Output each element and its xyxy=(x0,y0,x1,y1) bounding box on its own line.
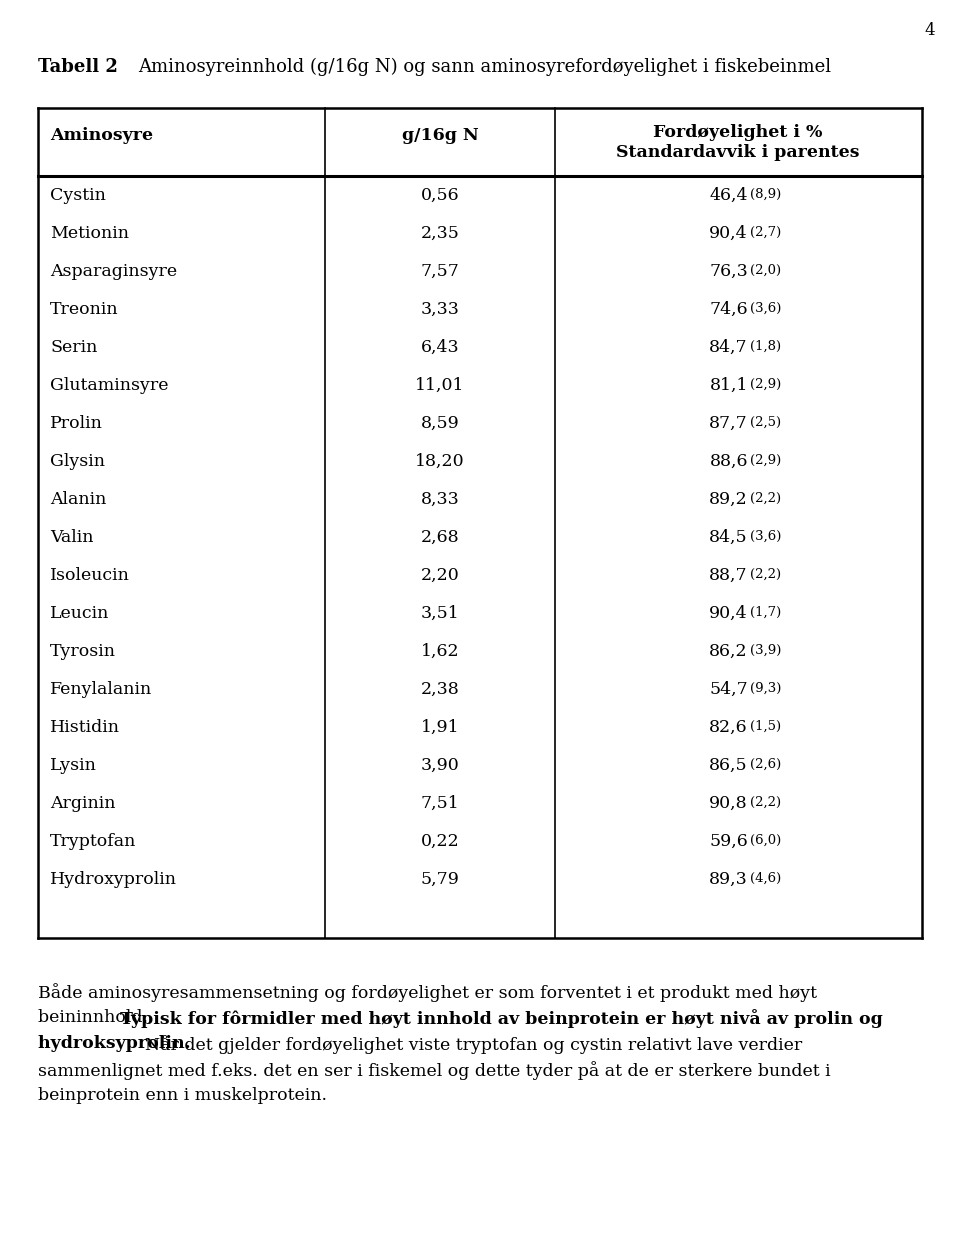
Text: 87,7: 87,7 xyxy=(709,414,748,432)
Text: 89,2: 89,2 xyxy=(709,490,748,508)
Text: 7,57: 7,57 xyxy=(420,262,460,280)
Text: Glysin: Glysin xyxy=(50,453,105,469)
Text: Serin: Serin xyxy=(50,338,97,356)
Text: 5,79: 5,79 xyxy=(420,871,460,887)
Text: (1,8): (1,8) xyxy=(750,340,781,352)
Text: (2,2): (2,2) xyxy=(750,491,781,505)
Text: 2,38: 2,38 xyxy=(420,680,460,698)
Text: (3,6): (3,6) xyxy=(750,530,781,542)
Text: 88,6: 88,6 xyxy=(709,453,748,469)
Text: 86,2: 86,2 xyxy=(709,642,748,659)
Text: Både aminosyresammensetning og fordøyelighet er som forventet i et produkt med h: Både aminosyresammensetning og fordøyeli… xyxy=(38,983,817,1001)
Text: Typisk for fôrmidler med høyt innhold av beinprotein er høyt nivå av prolin og: Typisk for fôrmidler med høyt innhold av… xyxy=(120,1009,883,1028)
Text: beininnhold.: beininnhold. xyxy=(38,1009,154,1026)
Text: 90,8: 90,8 xyxy=(709,795,748,811)
Text: Histidin: Histidin xyxy=(50,719,120,735)
Text: 3,33: 3,33 xyxy=(420,301,460,317)
Text: (8,9): (8,9) xyxy=(750,188,781,200)
Text: 90,4: 90,4 xyxy=(709,605,748,622)
Text: g/16g N: g/16g N xyxy=(401,127,478,144)
Text: (6,0): (6,0) xyxy=(750,833,781,846)
Text: Tabell 2: Tabell 2 xyxy=(38,58,118,76)
Text: Aminosyre: Aminosyre xyxy=(50,127,154,144)
Text: Treonin: Treonin xyxy=(50,301,119,317)
Text: 0,22: 0,22 xyxy=(420,832,460,850)
Text: sammenlignet med f.eks. det en ser i fiskemel og dette tyder på at de er sterker: sammenlignet med f.eks. det en ser i fis… xyxy=(38,1061,830,1080)
Text: 3,90: 3,90 xyxy=(420,756,460,774)
Text: 8,33: 8,33 xyxy=(420,490,460,508)
Text: 2,35: 2,35 xyxy=(420,224,460,241)
Text: Leucin: Leucin xyxy=(50,605,109,622)
Text: Lysin: Lysin xyxy=(50,756,97,774)
Text: 59,6: 59,6 xyxy=(709,832,748,850)
Text: 54,7: 54,7 xyxy=(709,680,748,698)
Text: 2,20: 2,20 xyxy=(420,566,460,583)
Text: 11,01: 11,01 xyxy=(416,377,465,393)
Text: beinprotein enn i muskelprotein.: beinprotein enn i muskelprotein. xyxy=(38,1087,327,1103)
Text: (2,9): (2,9) xyxy=(750,377,781,391)
Text: (2,7): (2,7) xyxy=(750,225,781,239)
Text: 89,3: 89,3 xyxy=(709,871,748,887)
Text: (2,5): (2,5) xyxy=(750,415,781,428)
Text: 8,59: 8,59 xyxy=(420,414,460,432)
Text: hydroksyprolin.: hydroksyprolin. xyxy=(38,1035,197,1052)
Text: (2,6): (2,6) xyxy=(750,758,781,770)
Text: (2,2): (2,2) xyxy=(750,795,781,809)
Text: 1,91: 1,91 xyxy=(420,719,459,735)
Text: 1,62: 1,62 xyxy=(420,642,459,659)
Text: 84,7: 84,7 xyxy=(709,338,748,356)
Text: (1,7): (1,7) xyxy=(750,606,781,618)
Text: (9,3): (9,3) xyxy=(750,682,781,694)
Text: 0,56: 0,56 xyxy=(420,187,459,204)
Text: Standardavvik i parentes: Standardavvik i parentes xyxy=(616,144,860,160)
Text: 2,68: 2,68 xyxy=(420,529,459,546)
Text: 4: 4 xyxy=(924,22,935,39)
Text: Tryptofan: Tryptofan xyxy=(50,832,136,850)
Text: Arginin: Arginin xyxy=(50,795,115,811)
Text: Hydroxyprolin: Hydroxyprolin xyxy=(50,871,177,887)
Text: Fordøyelighet i %: Fordøyelighet i % xyxy=(654,124,823,141)
Text: 90,4: 90,4 xyxy=(709,224,748,241)
Text: (1,5): (1,5) xyxy=(750,719,781,733)
Text: 46,4: 46,4 xyxy=(709,187,748,204)
Text: Alanin: Alanin xyxy=(50,490,107,508)
Text: (2,9): (2,9) xyxy=(750,454,781,466)
Text: 84,5: 84,5 xyxy=(709,529,748,546)
Text: 76,3: 76,3 xyxy=(709,262,748,280)
Text: 6,43: 6,43 xyxy=(420,338,459,356)
Text: 18,20: 18,20 xyxy=(415,453,465,469)
Text: 88,7: 88,7 xyxy=(709,566,748,583)
Text: (3,6): (3,6) xyxy=(750,301,781,315)
Text: Cystin: Cystin xyxy=(50,187,106,204)
Text: Når det gjelder fordøyelighet viste tryptofan og cystin relativt lave verdier: Når det gjelder fordøyelighet viste tryp… xyxy=(145,1035,803,1054)
Text: Asparaginsyre: Asparaginsyre xyxy=(50,262,178,280)
Text: Isoleucin: Isoleucin xyxy=(50,566,130,583)
Text: Glutaminsyre: Glutaminsyre xyxy=(50,377,169,393)
Text: Fenylalanin: Fenylalanin xyxy=(50,680,153,698)
Text: Prolin: Prolin xyxy=(50,414,103,432)
Text: 3,51: 3,51 xyxy=(420,605,460,622)
Text: Aminosyreinnhold (g/16g N) og sann aminosyrefordøyelighet i fiskebeinmel: Aminosyreinnhold (g/16g N) og sann amino… xyxy=(138,58,831,76)
Text: (2,0): (2,0) xyxy=(750,264,781,276)
Text: 7,51: 7,51 xyxy=(420,795,460,811)
Text: Tyrosin: Tyrosin xyxy=(50,642,116,659)
Text: 81,1: 81,1 xyxy=(709,377,748,393)
Text: (4,6): (4,6) xyxy=(750,872,781,884)
Text: (2,2): (2,2) xyxy=(750,567,781,581)
Text: (3,9): (3,9) xyxy=(750,643,781,657)
Text: Valin: Valin xyxy=(50,529,93,546)
Text: 74,6: 74,6 xyxy=(709,301,748,317)
Text: 82,6: 82,6 xyxy=(709,719,748,735)
Text: 86,5: 86,5 xyxy=(709,756,748,774)
Text: Metionin: Metionin xyxy=(50,224,129,241)
